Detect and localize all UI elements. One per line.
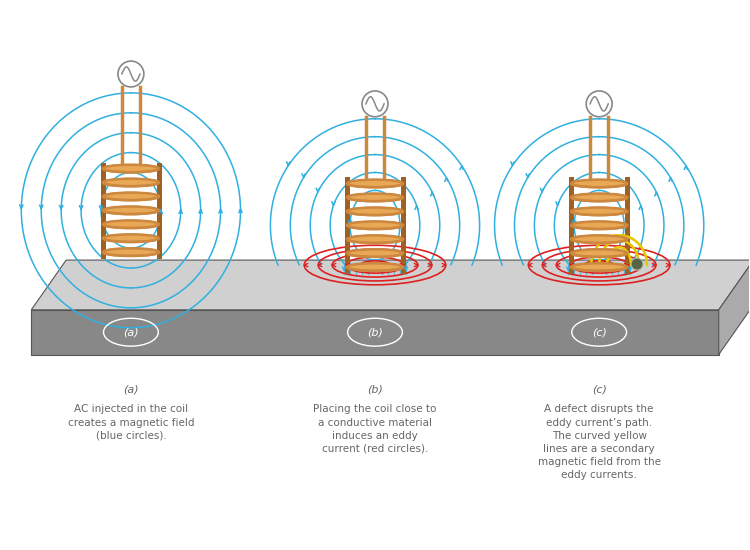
Ellipse shape — [572, 235, 627, 243]
Circle shape — [631, 258, 643, 270]
Text: (a): (a) — [123, 327, 139, 337]
Ellipse shape — [103, 234, 159, 242]
Circle shape — [362, 91, 388, 117]
Ellipse shape — [347, 194, 403, 201]
Ellipse shape — [103, 192, 159, 200]
Polygon shape — [32, 310, 718, 355]
Ellipse shape — [572, 222, 627, 229]
Ellipse shape — [572, 249, 627, 257]
Ellipse shape — [103, 221, 159, 228]
Ellipse shape — [572, 194, 627, 201]
Text: Placing the coil close to
a conductive material
induces an eddy
current (red cir: Placing the coil close to a conductive m… — [314, 404, 436, 454]
Ellipse shape — [347, 222, 403, 229]
Ellipse shape — [103, 179, 159, 186]
Ellipse shape — [347, 249, 403, 257]
Text: AC injected in the coil
creates a magnetic field
(blue circles).: AC injected in the coil creates a magnet… — [68, 404, 194, 441]
Ellipse shape — [572, 207, 627, 215]
Ellipse shape — [103, 249, 159, 256]
Text: (a): (a) — [123, 384, 139, 394]
Polygon shape — [32, 260, 750, 310]
Ellipse shape — [347, 207, 403, 215]
Text: (b): (b) — [367, 384, 383, 394]
Text: (b): (b) — [367, 327, 383, 337]
Text: (c): (c) — [592, 327, 607, 337]
Ellipse shape — [572, 263, 627, 271]
Polygon shape — [718, 260, 750, 355]
Circle shape — [118, 61, 144, 87]
Circle shape — [586, 91, 612, 117]
Ellipse shape — [347, 235, 403, 243]
Ellipse shape — [103, 165, 159, 172]
Text: A defect disrupts the
eddy current’s path.
The curved yellow
lines are a seconda: A defect disrupts the eddy current’s pat… — [538, 404, 661, 480]
Text: (c): (c) — [592, 384, 607, 394]
Ellipse shape — [572, 180, 627, 187]
Ellipse shape — [103, 207, 159, 214]
Ellipse shape — [347, 180, 403, 187]
Ellipse shape — [347, 263, 403, 271]
